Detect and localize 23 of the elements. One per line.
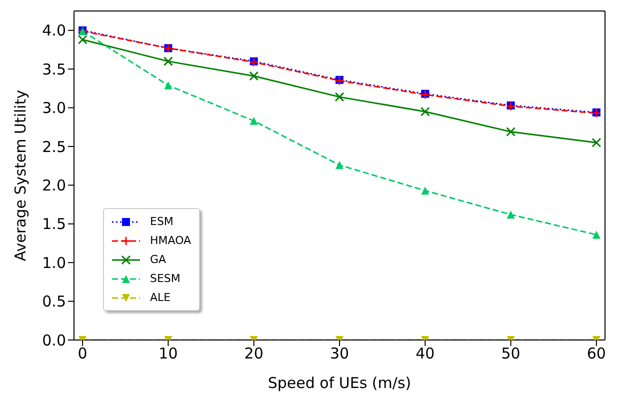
x-tick-label: 20 — [244, 344, 264, 363]
y-tick-label: 1.5 — [42, 215, 66, 234]
legend-label: GA — [150, 253, 166, 266]
legend-label: SESM — [150, 272, 180, 285]
x-tick-label: 50 — [501, 344, 520, 363]
x-axis-title: Speed of UEs (m/s) — [268, 374, 412, 392]
y-tick-label: 1.0 — [42, 254, 66, 272]
y-tick-label: 0.0 — [42, 331, 66, 350]
y-tick-label: 3.0 — [42, 99, 66, 118]
x-tick-label: 60 — [586, 344, 606, 363]
x-tick-label: 40 — [416, 344, 435, 363]
y-tick-label: 0.5 — [42, 292, 66, 311]
y-tick-label: 4.0 — [42, 22, 66, 40]
x-tick-label: 30 — [330, 344, 350, 363]
y-tick-label: 2.5 — [42, 138, 66, 156]
y-tick-label: 2.0 — [42, 176, 66, 194]
y-axis-title: Average System Utility — [11, 90, 30, 262]
x-tick-label: 0 — [78, 344, 88, 363]
legend-label: HMAOA — [150, 234, 192, 247]
y-tick-label: 3.5 — [42, 60, 66, 78]
legend-label: ALE — [150, 291, 171, 304]
x-tick-label: 10 — [158, 344, 178, 363]
legend-label: ESM — [150, 215, 174, 228]
